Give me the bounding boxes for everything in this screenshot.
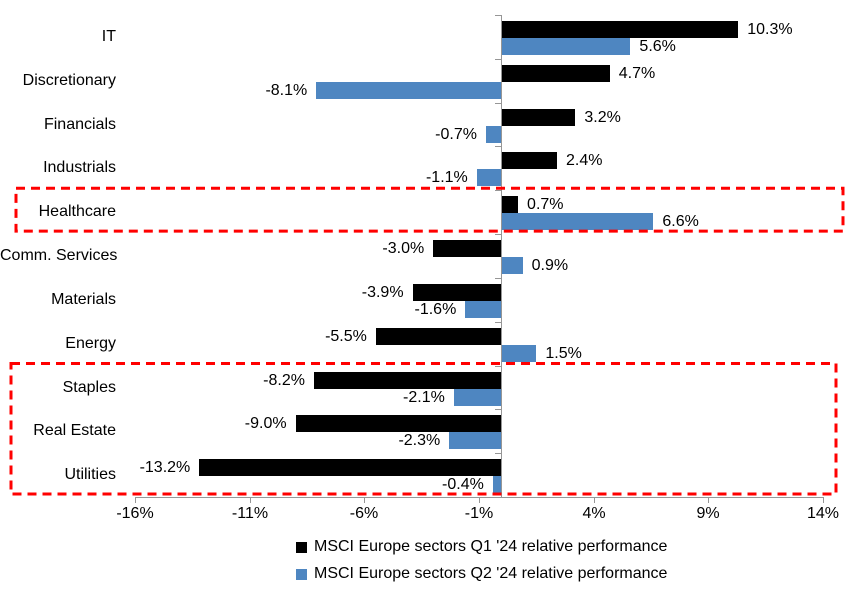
bar-q2 [465,300,502,318]
value-label: 1.5% [545,344,582,362]
bar-q1 [502,196,519,214]
x-tick-label: -6% [349,505,379,522]
category-label: Industrials [43,159,116,177]
category-label: Utilities [64,466,116,484]
x-axis-tick [135,497,136,503]
value-label: -8.1% [265,81,308,99]
value-label: -8.2% [263,371,305,389]
value-label: -2.1% [403,388,445,406]
value-label: -3.0% [382,240,425,258]
bar-q2 [476,169,502,187]
legend-label-q1: MSCI Europe sectors Q1 '24 relative perf… [314,538,668,555]
x-axis-tick [479,497,480,503]
value-label: 2.4% [566,152,603,170]
value-label: -9.0% [244,415,287,433]
x-tick-label: 14% [806,505,840,522]
bar-q1 [502,21,739,38]
value-label: -0.4% [442,476,484,494]
value-label: -13.2% [139,459,191,477]
x-axis-tick [364,497,365,503]
y-axis [501,15,502,497]
highlight-box-1 [14,186,845,233]
value-label: 0.9% [531,257,569,275]
y-axis-tick [495,278,501,279]
category-label: Materials [51,290,116,308]
x-tick-label: -16% [116,505,154,522]
bar-q2 [502,344,537,362]
value-label: -3.9% [361,283,404,301]
bar-q2 [502,213,654,231]
bar-q1 [412,283,502,301]
x-axis-tick [250,497,251,503]
value-label: -1.6% [414,300,457,318]
bar-q1 [502,108,576,126]
y-axis-tick [495,453,501,454]
value-label: 0.7% [527,196,564,214]
bar-q1 [199,459,502,477]
value-label: -1.1% [425,169,468,187]
x-tick-label: -1% [464,505,494,522]
legend: MSCI Europe sectors Q1 '24 relative perf… [296,537,667,591]
category-label: Discretionary [22,71,116,89]
legend-swatch-q1 [296,541,307,553]
bar-q1 [502,152,558,170]
category-label: Staples [62,378,116,396]
bar-q2 [485,125,502,143]
y-axis-tick [495,366,501,367]
y-axis-tick [495,59,501,60]
bar-q1 [313,371,502,389]
x-tick-label: -11% [231,505,269,522]
value-label: -2.3% [398,432,441,450]
bar-q2 [502,257,523,275]
x-axis-tick [708,497,709,503]
bar-q1 [295,415,502,433]
y-axis-tick [495,146,501,147]
value-label: 10.3% [747,21,793,38]
category-label: IT [101,28,116,45]
category-label: Energy [65,334,116,352]
x-axis-tick [594,497,595,503]
legend-swatch-q2 [296,568,307,580]
y-axis-tick [495,322,501,323]
value-label: -5.5% [325,327,367,345]
y-axis-tick [495,15,501,16]
y-axis-tick [495,190,501,191]
bar-q2 [449,432,502,450]
x-tick-label: 9% [696,505,720,522]
y-axis-tick [495,103,501,104]
x-tick-label: 4% [582,505,606,522]
x-axis-tick [823,497,824,503]
y-axis-tick [495,234,501,235]
value-label: 3.2% [584,108,621,126]
y-axis-tick [495,497,501,498]
legend-label-q2: MSCI Europe sectors Q2 '24 relative perf… [314,565,668,582]
bar-q2 [316,81,502,99]
value-label: 6.6% [662,213,699,231]
category-label: Healthcare [38,203,116,221]
value-label: -0.7% [435,125,477,143]
bar-q1 [433,240,502,258]
value-label: 4.7% [618,64,656,82]
y-axis-tick [495,409,501,410]
bar-q2 [502,38,631,55]
legend-item-q1: MSCI Europe sectors Q1 '24 relative perf… [296,537,667,557]
bar-q1 [375,327,502,345]
bar-q2 [453,388,502,406]
category-label: Comm. Services [0,247,118,265]
bar-q1 [502,64,610,82]
value-label: 5.6% [639,38,676,55]
category-label: Real Estate [33,422,116,440]
category-label: Financials [43,115,116,133]
legend-item-q2: MSCI Europe sectors Q2 '24 relative perf… [296,564,667,584]
